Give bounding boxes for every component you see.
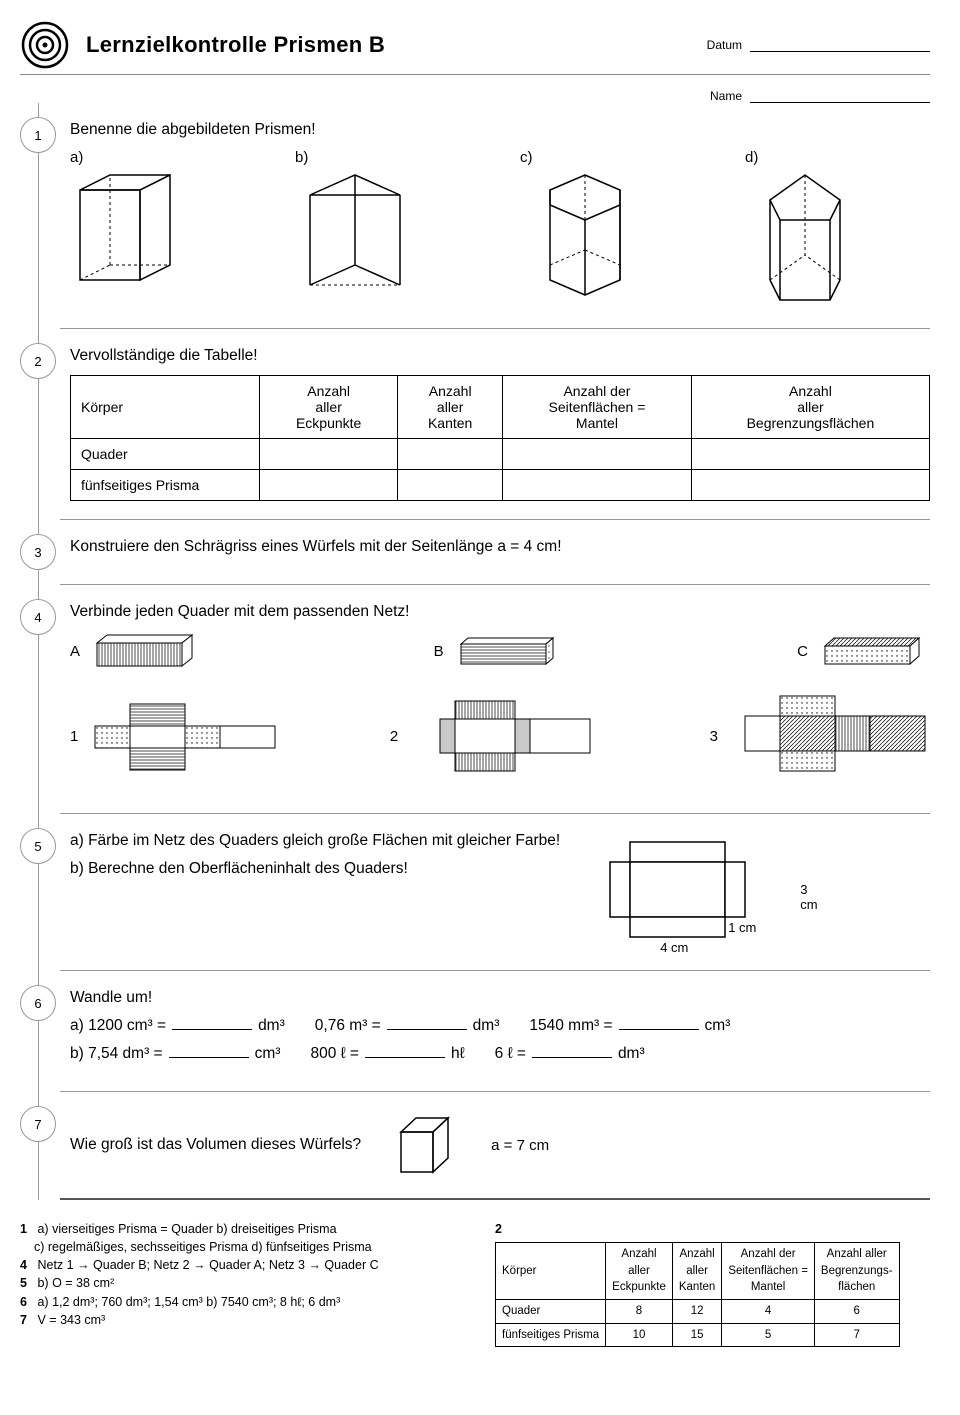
answer-key: 1 a) vierseitiges Prisma = Quader b) dre…: [20, 1212, 930, 1347]
question-number: 5: [20, 828, 56, 864]
question-6: 6 Wandle um! a) 1200 cm³ =dm³ 0,76 m³ =d…: [60, 971, 930, 1092]
q2-table: Körper Anzahl aller Eckpunkte Anzahl all…: [70, 375, 930, 501]
triangular-prism-icon: [295, 170, 415, 300]
date-field[interactable]: [750, 38, 930, 52]
question-7: 7 Wie groß ist das Volumen dieses Würfel…: [60, 1092, 930, 1200]
q2-h0: Körper: [71, 376, 260, 439]
question-4: 4 Verbinde jeden Quader mit dem passende…: [60, 585, 930, 814]
table-row: Quader 8 12 4 6: [496, 1300, 900, 1324]
question-number: 3: [20, 534, 56, 570]
q5-b: b) Berechne den Oberflächeninhalt des Qu…: [70, 860, 560, 878]
date-label: Datum: [707, 38, 742, 52]
q4-1: 1: [70, 728, 78, 745]
q2-r1: fünfseitiges Prisma: [71, 470, 260, 501]
table-row: fünfseitiges Prisma 10 15 5 7: [496, 1323, 900, 1347]
page-title: Lernzielkontrolle Prismen B: [86, 32, 385, 58]
target-icon: [20, 20, 70, 70]
question-2: 2 Vervollständige die Tabelle! Körper An…: [60, 329, 930, 520]
q3-instr: Konstruiere den Schrägriss eines Würfels…: [70, 538, 930, 556]
question-number: 2: [20, 343, 56, 379]
question-3: 3 Konstruiere den Schrägriss eines Würfe…: [60, 520, 930, 585]
net-1-icon: [90, 696, 290, 776]
q2-r0: Quader: [71, 439, 260, 470]
question-number: 1: [20, 117, 56, 153]
question-number: 4: [20, 599, 56, 635]
q1-label-c: c): [520, 149, 705, 166]
q6-instr: Wandle um!: [70, 989, 930, 1007]
q2-h3: Anzahl der Seitenflächen = Mantel: [503, 376, 692, 439]
q2-h4: Anzahl aller Begrenzungsflächen: [691, 376, 929, 439]
answer-table: Körper Anzahl aller Eckpunkte Anzahl all…: [495, 1242, 900, 1347]
q6-row-b: b) 7,54 dm³ =cm³ 800 ℓ =hℓ 6 ℓ =dm³: [70, 1045, 930, 1063]
cuboid-C-icon: [820, 634, 930, 669]
pentagonal-prism-icon: [745, 170, 865, 310]
table-row: Quader: [71, 439, 930, 470]
q1-label-a: a): [70, 149, 255, 166]
q4-A: A: [70, 643, 80, 660]
net-q5-icon: [590, 832, 820, 952]
net-2-icon: [410, 696, 610, 776]
cuboid-B-icon: [456, 634, 566, 669]
question-number: 7: [20, 1106, 56, 1142]
cuboid-A-icon: [92, 631, 202, 671]
cuboid-icon: [70, 170, 190, 300]
q5-h: 3 cm: [800, 882, 820, 912]
name-label: Name: [710, 89, 742, 103]
q4-2: 2: [390, 728, 398, 745]
q1-label-d: d): [745, 149, 930, 166]
timeline-line: [38, 103, 39, 1200]
q5-w: 4 cm: [660, 940, 688, 955]
q2-h1: Anzahl aller Eckpunkte: [259, 376, 397, 439]
q4-instr: Verbinde jeden Quader mit dem passenden …: [70, 603, 930, 621]
ans-2-num: 2: [495, 1220, 509, 1238]
question-5: 5 a) Färbe im Netz des Quaders gleich gr…: [60, 814, 930, 971]
worksheet-header: Lernzielkontrolle Prismen B Datum: [20, 20, 930, 75]
q1-label-b: b): [295, 149, 480, 166]
table-row: fünfseitiges Prisma: [71, 470, 930, 501]
net-3-icon: [730, 691, 930, 781]
q1-instr: Benenne die abgebildeten Prismen!: [70, 121, 930, 139]
q4-B: B: [434, 643, 444, 660]
question-number: 6: [20, 985, 56, 1021]
q5-a: a) Färbe im Netz des Quaders gleich groß…: [70, 832, 560, 850]
q7-label: a = 7 cm: [491, 1137, 549, 1154]
q7-instr: Wie groß ist das Volumen dieses Würfels?: [70, 1136, 361, 1154]
hexagonal-prism-icon: [520, 170, 650, 300]
q4-3: 3: [710, 728, 718, 745]
cube-q7-icon: [391, 1110, 461, 1180]
question-1: 1 Benenne die abgebildeten Prismen! a) b…: [60, 103, 930, 329]
q6-row-a: a) 1200 cm³ =dm³ 0,76 m³ =dm³ 1540 mm³ =…: [70, 1017, 930, 1035]
name-field[interactable]: [750, 89, 930, 103]
q5-d: 1 cm: [728, 920, 756, 935]
q4-C: C: [797, 643, 808, 660]
q2-instr: Vervollständige die Tabelle!: [70, 347, 930, 365]
q2-h2: Anzahl aller Kanten: [398, 376, 503, 439]
